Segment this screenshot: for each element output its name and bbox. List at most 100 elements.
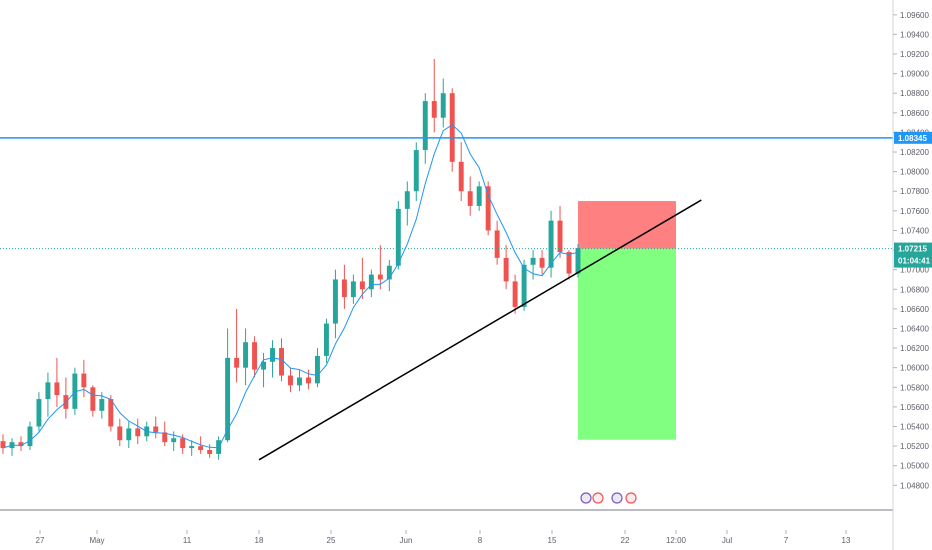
candle-body [72, 373, 78, 409]
candle-body [90, 387, 96, 411]
candle-body [180, 438, 186, 449]
candle-body [162, 432, 168, 443]
time-tick-label: 27 [36, 536, 45, 545]
candle-body [189, 446, 195, 449]
price-tick-label: 1.08200 [900, 148, 929, 157]
price-tick-label: 1.06400 [900, 324, 929, 333]
candle-body [171, 438, 177, 443]
candle-body [153, 426, 159, 433]
candle-body [503, 257, 509, 282]
price-tick-label: 1.09400 [900, 30, 929, 39]
candle-body [521, 264, 527, 307]
candle-body [323, 323, 329, 356]
time-tick-label: 8 [478, 536, 483, 545]
candle-body [350, 281, 356, 298]
candle-body [108, 399, 114, 427]
candle-body [45, 382, 51, 400]
candle-body [395, 208, 401, 266]
price-tick-label: 1.09200 [900, 50, 929, 59]
candle-body [54, 382, 60, 396]
price-tick-label: 1.05000 [900, 462, 929, 471]
moving-average-layer [2, 124, 579, 449]
candle-body [234, 357, 240, 368]
candle-body [261, 361, 267, 370]
horizontal-level-label: 1.08345 [898, 134, 927, 143]
candle-body [377, 274, 383, 280]
candle-body [440, 93, 446, 118]
candle-body [117, 426, 123, 441]
drawing-layer[interactable] [0, 137, 893, 461]
price-tick-label: 1.08800 [900, 89, 929, 98]
candle-body [279, 348, 284, 376]
candle-body [225, 357, 231, 441]
position-tool[interactable] [578, 201, 676, 440]
time-tick-label: 12:00 [666, 536, 687, 545]
candle-body [368, 274, 374, 290]
price-tick-label: 1.09000 [900, 70, 929, 79]
current-price-label: 1.07215 [898, 245, 927, 254]
time-tick-label: Jul [722, 536, 732, 545]
candle-body [305, 377, 311, 384]
candle-body [36, 399, 42, 427]
countdown-label: 01:04:41 [898, 257, 931, 266]
candle-body [359, 281, 365, 290]
price-tick-label: 1.05600 [900, 403, 929, 412]
candle-body [539, 257, 545, 268]
price-tick-label: 1.09600 [900, 11, 929, 20]
candle-body [485, 186, 491, 231]
candle-body [126, 428, 132, 441]
price-tick-label: 1.05800 [900, 383, 929, 392]
event-icon[interactable] [580, 492, 592, 504]
candle-body [243, 342, 249, 368]
candle-body [0, 441, 6, 449]
horizontal-level-tag[interactable] [894, 131, 932, 144]
price-tick-label: 1.04800 [900, 481, 929, 490]
time-tick-label: 18 [255, 536, 264, 545]
candle-body [566, 252, 572, 274]
candle-body [548, 220, 554, 268]
stop-loss-zone[interactable] [578, 201, 676, 249]
time-tick-label: 7 [784, 536, 789, 545]
price-tick-label: 1.07400 [900, 226, 929, 235]
candle-body [449, 93, 455, 162]
price-tick-label: 1.07000 [900, 266, 929, 275]
moving-average-line [2, 124, 579, 449]
time-tick-label: 15 [548, 536, 557, 545]
price-tick-label: 1.06800 [900, 285, 929, 294]
take-profit-zone[interactable] [578, 248, 676, 440]
candle-body [332, 279, 338, 324]
candle-body [476, 186, 482, 206]
candle-body [341, 279, 347, 298]
time-tick-label: May [89, 536, 104, 545]
candle-body [386, 265, 392, 280]
event-icon[interactable] [592, 492, 604, 504]
price-tick-label: 1.06600 [900, 305, 929, 314]
candle-body [81, 373, 87, 388]
current-price-tag [894, 242, 932, 268]
candle-body [270, 348, 276, 362]
event-icon[interactable] [611, 492, 623, 504]
candle-body [27, 426, 33, 447]
candle-body [512, 281, 518, 307]
price-tick-label: 1.07800 [900, 187, 929, 196]
event-icons[interactable] [580, 492, 637, 504]
time-axis[interactable]: 27 May 11 18 25 Jun 8 15 22 12:00 Jul 7 13 [36, 530, 851, 545]
candle-body [135, 428, 141, 437]
candle-body [207, 450, 213, 454]
trendline[interactable] [258, 199, 702, 461]
price-tick-label: 1.06000 [900, 364, 929, 373]
price-axis[interactable]: 1.04800 1.05000 1.05200 1.05400 1.05600 1.058… [892, 0, 932, 550]
candle-body [431, 101, 437, 118]
price-tick-label: 1.05400 [900, 422, 929, 431]
candle-body [252, 342, 258, 370]
event-icon[interactable] [625, 492, 637, 504]
candle-body [494, 230, 500, 258]
candle-body [413, 150, 419, 192]
price-tick-label: 1.05200 [900, 442, 929, 451]
time-tick-label: 13 [842, 536, 851, 545]
candle-body [288, 375, 293, 386]
candle-body [404, 191, 410, 209]
candle-body [198, 446, 204, 451]
